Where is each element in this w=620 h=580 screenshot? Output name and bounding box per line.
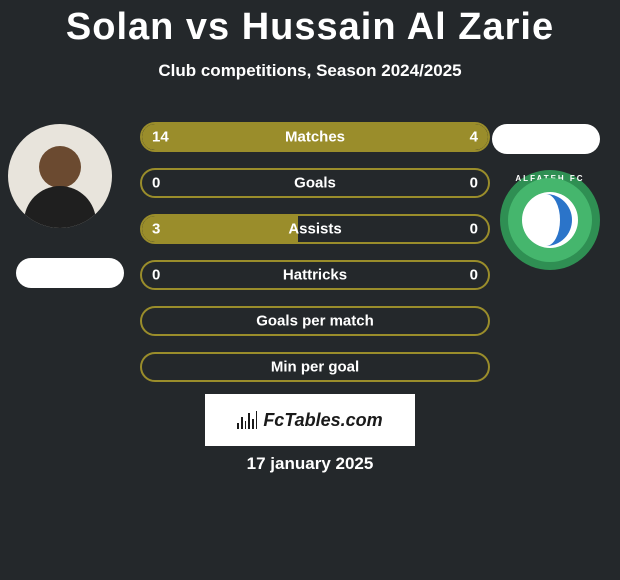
player-left-avatar xyxy=(8,124,112,228)
date-line: 17 january 2025 xyxy=(0,454,620,474)
subtitle: Club competitions, Season 2024/2025 xyxy=(0,61,620,81)
stat-label: Hattricks xyxy=(283,267,347,284)
player-right-flag xyxy=(492,124,600,154)
stat-label: Goals per match xyxy=(256,313,374,330)
stat-value-right: 0 xyxy=(470,175,478,192)
stat-value-right: 0 xyxy=(470,221,478,238)
stat-row: Min per goal xyxy=(140,352,490,382)
stat-value-left: 0 xyxy=(152,175,160,192)
stat-value-left: 0 xyxy=(152,267,160,284)
stat-label: Goals xyxy=(294,175,336,192)
stat-row: 3 Assists 0 xyxy=(140,214,490,244)
page-title: Solan vs Hussain Al Zarie xyxy=(0,0,620,49)
stat-row: Goals per match xyxy=(140,306,490,336)
stat-row: 0 Goals 0 xyxy=(140,168,490,198)
stat-label: Min per goal xyxy=(271,359,359,376)
stat-value-left: 3 xyxy=(152,221,160,238)
stat-value-right: 0 xyxy=(470,267,478,284)
comparison-bars: 14 Matches 4 0 Goals 0 3 Assists 0 0 Hattricks 0 Goa… xyxy=(140,122,490,398)
brand-text: FcTables.com xyxy=(263,410,382,431)
stat-label: Assists xyxy=(288,221,341,238)
stat-label: Matches xyxy=(285,129,345,146)
stat-row: 14 Matches 4 xyxy=(140,122,490,152)
stat-fill-left xyxy=(142,216,298,242)
player-left-flag xyxy=(16,258,124,288)
stat-row: 0 Hattricks 0 xyxy=(140,260,490,290)
brand-badge: FcTables.com xyxy=(205,394,415,446)
stat-fill-left xyxy=(142,124,395,150)
brand-bars-icon xyxy=(237,411,257,429)
player-silhouette-icon xyxy=(24,140,96,228)
stat-value-left: 14 xyxy=(152,129,169,146)
player-right-club-badge: ALFATEH FC xyxy=(500,170,600,270)
stat-value-right: 4 xyxy=(470,129,478,146)
